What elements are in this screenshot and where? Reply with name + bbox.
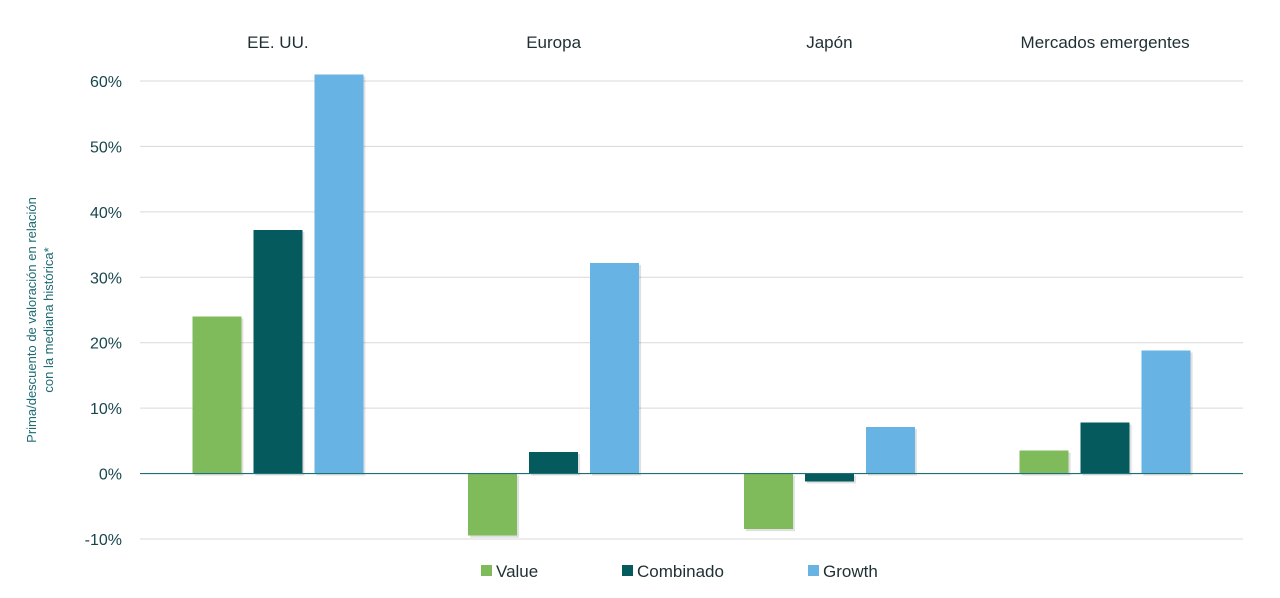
bar-combinado — [253, 230, 303, 474]
legend-item: Value — [481, 562, 538, 581]
bar-combinado — [804, 473, 854, 482]
bar-growth — [314, 74, 364, 474]
legend-item: Combinado — [622, 562, 724, 581]
bar-growth — [590, 262, 640, 474]
bar-value — [1019, 450, 1069, 474]
y-axis-label: Prima/descuento de valoración en relació… — [24, 197, 56, 443]
bar-value — [743, 473, 793, 530]
gridlines — [140, 80, 1243, 540]
legend-label: Combinado — [637, 562, 724, 581]
category-label: Europa — [526, 33, 581, 52]
category-labels: EE. UU. Europa Japón Mercados emergentes — [247, 33, 1190, 52]
y-axis-label-line: con la mediana histórica* — [41, 247, 56, 392]
y-tick-label: 30% — [90, 270, 122, 287]
y-tick-label: 50% — [90, 139, 122, 156]
y-tick-label: -10% — [85, 532, 122, 549]
bar-value — [468, 473, 518, 536]
category-label: Mercados emergentes — [1021, 33, 1190, 52]
bar-combinado — [529, 451, 579, 474]
bar-growth — [1141, 350, 1191, 474]
category-label: Japón — [806, 33, 852, 52]
legend-item: Growth — [808, 562, 878, 581]
legend-swatch — [808, 565, 819, 576]
y-tick-label: 0% — [99, 467, 122, 484]
bar-combinado — [1080, 422, 1130, 474]
y-tick-label: 60% — [90, 74, 122, 91]
legend: Value Combinado Growth — [481, 562, 878, 581]
y-tick-label: 20% — [90, 336, 122, 353]
y-tick-label: 40% — [90, 205, 122, 222]
legend-label: Growth — [823, 562, 878, 581]
y-axis-title: Prima/descuento de valoración en relació… — [24, 197, 56, 443]
bar-growth — [865, 427, 915, 474]
y-axis-ticks: 60% 50% 40% 30% 20% 10% 0% -10% — [85, 74, 122, 549]
y-tick-label: 10% — [90, 401, 122, 418]
bars — [192, 74, 1193, 538]
legend-label: Value — [496, 562, 538, 581]
y-axis-label-line: Prima/descuento de valoración en relació… — [24, 197, 39, 443]
category-label: EE. UU. — [247, 33, 308, 52]
bar-value — [192, 316, 242, 474]
legend-swatch — [622, 565, 633, 576]
legend-swatch — [481, 565, 492, 576]
